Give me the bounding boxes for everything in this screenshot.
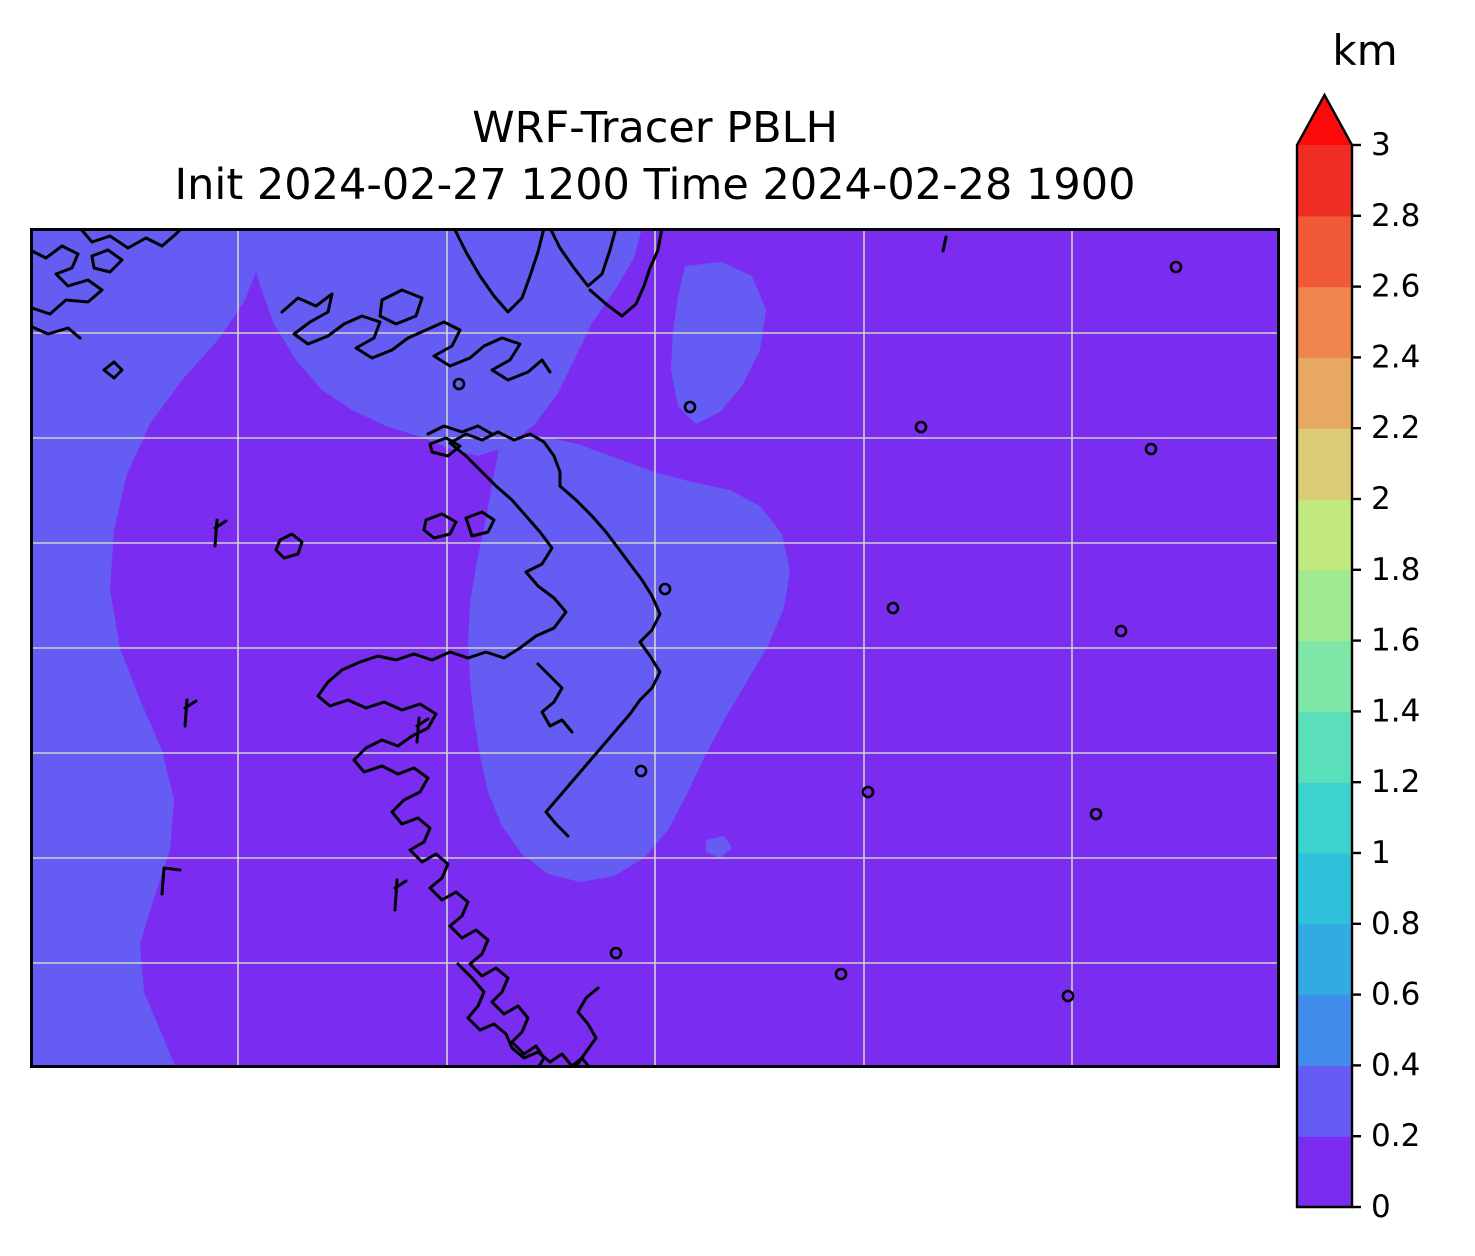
field-level-1-region (248, 228, 642, 456)
coastline (280, 292, 552, 382)
colorbar-tick-label: 1.8 (1371, 552, 1420, 588)
colorbar-segment (1297, 711, 1352, 783)
field-level-1-region (671, 262, 766, 424)
station-marker (1169, 260, 1183, 274)
colorbar-segment (1297, 357, 1352, 429)
station-marker (609, 946, 623, 960)
coastline (536, 662, 574, 734)
coastline (544, 484, 662, 838)
coastline (274, 532, 304, 560)
coastline (30, 324, 82, 340)
colorbar-tick-label: 2 (1371, 481, 1391, 517)
coastline (452, 228, 546, 314)
colorbar-tick-label: 1 (1371, 835, 1391, 871)
colorbar-segment (1297, 499, 1352, 571)
colorbar-tick-label: 3 (1371, 127, 1391, 163)
station-marker (914, 420, 928, 434)
coastline-fragment (183, 698, 198, 728)
colorbar-units-label: km (1332, 26, 1398, 75)
title-line-2: Init 2024-02-27 1200 Time 2024-02-28 190… (174, 160, 1136, 211)
colorbar-segment (1297, 782, 1352, 854)
coastline (573, 986, 600, 1068)
colorbar-outline (1295, 92, 1354, 1209)
colorbar-tick-label: 1.6 (1371, 623, 1420, 659)
station-marker (452, 377, 466, 391)
field-level-1-region (468, 436, 790, 882)
colorbar-segment (1297, 923, 1352, 996)
colorbar-tick-label: 0 (1371, 1189, 1391, 1225)
coastline (456, 962, 592, 1068)
coastline (428, 436, 462, 458)
coastline (588, 228, 664, 318)
coastline (448, 430, 562, 488)
coastline-fragment (393, 878, 408, 912)
colorbar-tick-label: 0.6 (1371, 977, 1420, 1013)
coastline (78, 228, 184, 250)
colorbar-segment (1297, 286, 1352, 358)
colorbar-segment (1297, 994, 1352, 1066)
colorbar-tick-label: 2.6 (1371, 269, 1420, 305)
station-marker (658, 582, 672, 596)
coastline (102, 360, 124, 380)
colorbar-tick-label: 0.4 (1371, 1047, 1420, 1083)
station-marker (886, 601, 900, 615)
colorbar-tick-label: 1.4 (1371, 693, 1420, 729)
colorbar-segment (1297, 853, 1352, 925)
coastline (426, 424, 494, 436)
colorbar-tick-label: 2.2 (1371, 410, 1420, 446)
coastline-fragment (415, 716, 430, 744)
coastline (422, 512, 458, 540)
figure-title: WRF-Tracer PBLH Init 2024-02-27 1200 Tim… (30, 100, 1280, 214)
station-marker (834, 967, 848, 981)
coastline (464, 510, 496, 538)
coastline-fragment (941, 235, 948, 253)
station-marker (634, 764, 648, 778)
coastline-fragment (160, 866, 182, 896)
colorbar-tick-label: 1.2 (1371, 764, 1420, 800)
map-border (30, 228, 1280, 1068)
colorbar-segment (1297, 428, 1352, 500)
coastline (316, 441, 568, 1068)
field-level-1-region (706, 836, 732, 858)
coastline (30, 244, 104, 316)
coastline (378, 288, 424, 326)
colorbar-segment (1297, 215, 1352, 288)
colorbar-segment (1297, 569, 1352, 642)
colorbar-segment (1297, 145, 1352, 217)
station-marker (1061, 989, 1075, 1003)
title-line-1: WRF-Tracer PBLH (472, 103, 838, 153)
colorbar: 0 0.2 0.4 0.6 0.8 1 1.2 1.4 1.6 1.8 2 2.2 2.4 2.6 2.8 3 (1295, 92, 1420, 1225)
coastline-fragment (213, 518, 228, 548)
colorbar-extend-arrow (1297, 95, 1352, 145)
station-marker (1114, 624, 1128, 638)
colorbar-segment (1297, 1136, 1352, 1208)
station-marker (861, 785, 875, 799)
colorbar-tick-label: 2.4 (1371, 339, 1420, 375)
colorbar-segment (1297, 1065, 1352, 1137)
station-marker (1144, 442, 1158, 456)
colorbar-tick-label: 0.2 (1371, 1118, 1420, 1154)
colorbar-tick-label: 0.8 (1371, 906, 1420, 942)
colorbar-tick-label: 2.8 (1371, 198, 1420, 234)
pblh-map (30, 228, 1280, 1068)
colorbar-segment (1297, 640, 1352, 712)
coastline (548, 228, 618, 288)
coastline (90, 248, 124, 274)
station-marker (683, 400, 697, 414)
station-marker (1089, 807, 1103, 821)
